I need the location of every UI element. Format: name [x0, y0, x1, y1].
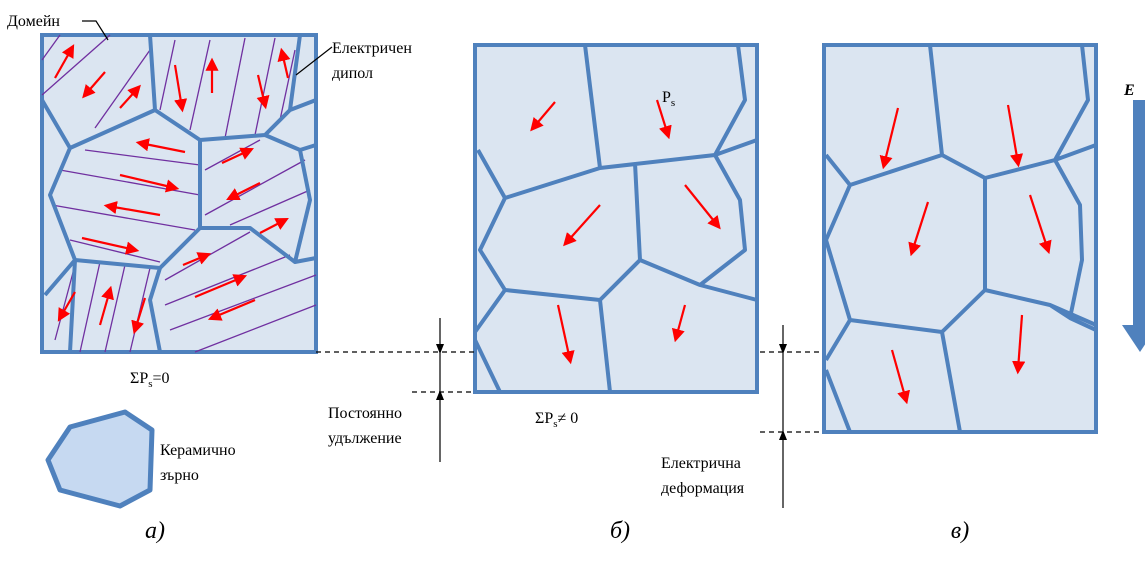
- panel-label: а): [145, 518, 165, 544]
- field-arrow: [1133, 100, 1145, 325]
- sum-label: ΣPs≠ 0: [535, 410, 578, 430]
- dipole-label: дипол: [332, 65, 373, 82]
- domain-label: Домейн: [7, 13, 60, 30]
- panel-c: в): [824, 45, 1096, 544]
- panel-label: в): [951, 518, 969, 544]
- field-arrow-head: [1122, 325, 1145, 352]
- diagram: Домейн Електричен дипол ΣPs=0 Керамично …: [0, 0, 1145, 563]
- electric-label: Електрична: [661, 455, 741, 472]
- permanent-label: Постоянно: [328, 405, 402, 422]
- panel-label: б): [610, 518, 630, 544]
- sum-label: ΣPs=0: [130, 370, 170, 390]
- field-label: E: [1123, 82, 1135, 99]
- electric-label: деформация: [661, 480, 745, 497]
- field: E: [1122, 82, 1145, 352]
- ceramic-grain: [48, 412, 152, 506]
- grain-label: зърно: [160, 467, 199, 484]
- sample: [475, 45, 757, 392]
- permanent-label: удължение: [328, 430, 402, 447]
- dipole-label: Електричен: [332, 40, 412, 57]
- sample: [824, 45, 1096, 432]
- grain-label: Керамично: [160, 442, 236, 459]
- sample: [42, 35, 316, 352]
- panel-a: Домейн Електричен дипол ΣPs=0 Керамично …: [7, 13, 412, 544]
